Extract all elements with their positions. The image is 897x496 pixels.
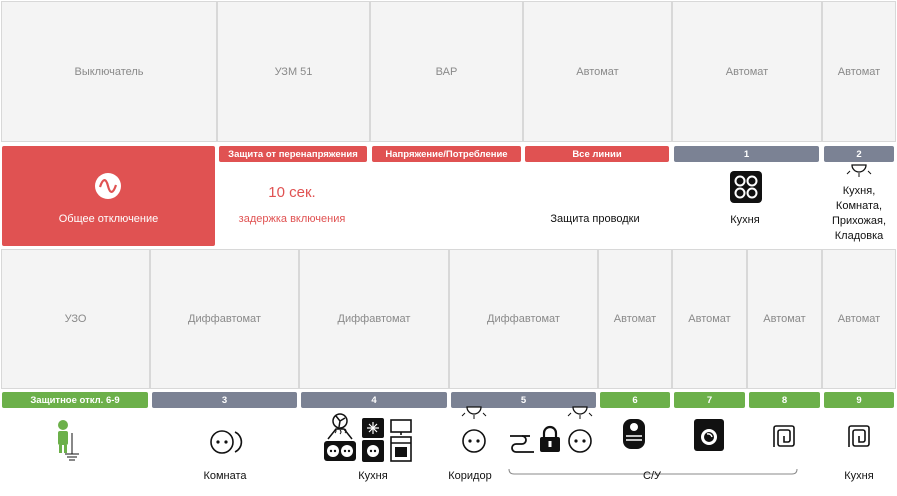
module-label: Выключатель xyxy=(74,65,144,78)
bar-line-9: 9 xyxy=(824,392,894,408)
module-label: УЗО xyxy=(64,313,87,325)
line-1-label: Кухня xyxy=(730,214,760,226)
socket-icon xyxy=(324,441,356,461)
label-su: С/У xyxy=(643,470,661,482)
bar-line-3: 3 xyxy=(152,392,297,408)
module-label: Автомат xyxy=(725,65,769,78)
delay-value: 10 сек. xyxy=(268,184,316,201)
bar-line-8: 8 xyxy=(749,392,820,408)
module-label: Диффавтомат xyxy=(337,313,411,325)
bar-voltage: Напряжение/Потребление xyxy=(372,146,521,162)
ceiling-lamp-icon xyxy=(461,406,487,419)
module-breaker-8[interactable]: Автомат xyxy=(747,249,822,389)
module-breaker-all[interactable]: Автомат xyxy=(523,1,672,142)
hood-fan-icon xyxy=(327,413,353,440)
floor-heating-icon xyxy=(510,435,534,453)
module-rcd[interactable]: УЗО xyxy=(1,249,150,389)
bar-line-5: 5 xyxy=(451,392,596,408)
ground-person-icon xyxy=(58,420,79,461)
module-switch[interactable]: Выключатель xyxy=(1,1,217,142)
hob-icon xyxy=(730,171,762,203)
module-breaker-1[interactable]: Автомат xyxy=(672,1,822,142)
module-label: Автомат xyxy=(576,65,619,78)
line-2-label: Кухня, Комната, Прихожая, Кладовка xyxy=(831,185,887,242)
bar-rcd: Защитное откл. 6-9 xyxy=(2,392,148,408)
ceiling-lamp-icon xyxy=(846,164,872,177)
bar-line-7: 7 xyxy=(674,392,745,408)
socket-icon xyxy=(210,430,243,454)
group-bracket xyxy=(508,468,798,475)
module-label: Автомат xyxy=(688,313,731,325)
main-switch-label: Общее отключение xyxy=(58,213,159,225)
module-rcbo-4[interactable]: Диффавтомат xyxy=(299,249,449,389)
label-komnata: Комната xyxy=(203,470,247,482)
module-breaker-6[interactable]: Автомат xyxy=(598,249,672,389)
floor-heating-icon xyxy=(848,425,870,447)
module-var[interactable]: ВАР xyxy=(370,1,523,142)
module-label: Автомат xyxy=(837,313,881,325)
module-label: УЗМ 51 xyxy=(274,65,313,78)
bar-all-lines: Все линии xyxy=(525,146,669,162)
socket-icon xyxy=(568,429,592,453)
socket-icon xyxy=(462,429,486,453)
oven-icon xyxy=(362,440,384,462)
lock-icon xyxy=(540,425,560,452)
main-switch-button[interactable]: Общее отключение xyxy=(2,146,215,246)
monitor-icon xyxy=(390,419,412,435)
water-heater-icon xyxy=(623,419,645,449)
label-kuhnya-2: Кухня xyxy=(844,470,874,482)
wiring-label: Защита проводки xyxy=(550,213,640,225)
module-rcbo-3[interactable]: Диффавтомат xyxy=(150,249,299,389)
delay-label: задержка включения xyxy=(238,213,346,225)
oven-icon xyxy=(390,436,412,462)
fridge-icon xyxy=(362,418,384,438)
bar-line-6: 6 xyxy=(600,392,670,408)
module-label: ВАР xyxy=(435,65,458,78)
bar-line-1: 1 xyxy=(674,146,819,162)
module-uzm51[interactable]: УЗМ 51 xyxy=(217,1,370,142)
bar-overvoltage: Защита от перенапряжения xyxy=(219,146,367,162)
module-breaker-9[interactable]: Автомат xyxy=(822,249,896,389)
ceiling-lamp-icon xyxy=(567,406,593,419)
module-label: Автомат xyxy=(837,65,881,78)
bar-line-4: 4 xyxy=(301,392,447,408)
bar-line-2: 2 xyxy=(824,146,894,162)
module-breaker-7[interactable]: Автомат xyxy=(672,249,747,389)
floor-heating-icon xyxy=(773,425,795,447)
module-breaker-2[interactable]: Автомат xyxy=(822,1,896,142)
module-label: Диффавтомат xyxy=(188,313,261,325)
label-koridor: Коридор xyxy=(448,470,492,482)
module-label: Автомат xyxy=(763,313,806,325)
module-rcbo-5[interactable]: Диффавтомат xyxy=(449,249,598,389)
label-kuhnya: Кухня xyxy=(358,470,388,482)
module-label: Диффавтомат xyxy=(487,313,560,325)
washing-machine-icon xyxy=(694,419,724,451)
module-label: Автомат xyxy=(613,313,657,325)
sine-wave-icon xyxy=(95,173,121,199)
